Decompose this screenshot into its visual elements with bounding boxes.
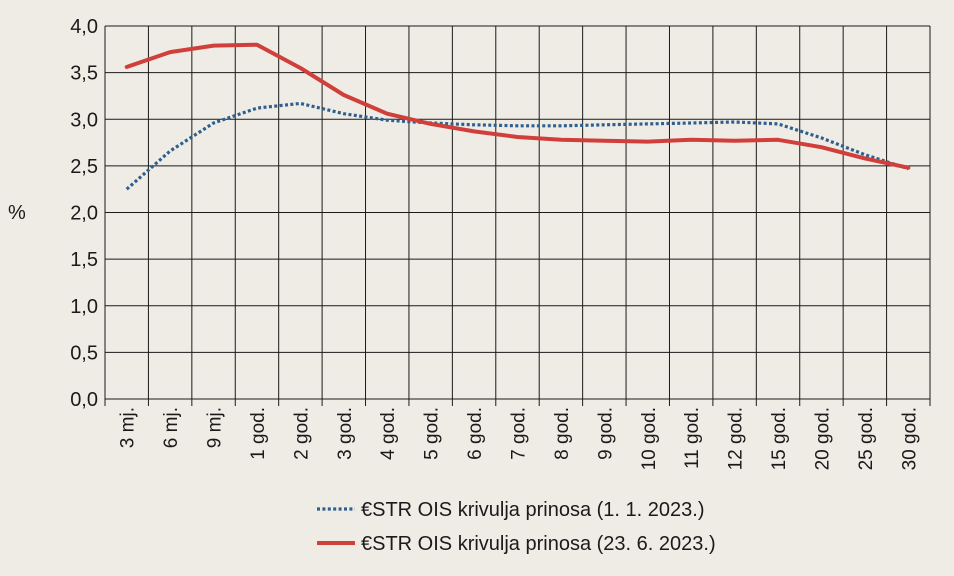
grid <box>104 25 931 406</box>
y-tick-label: 0,0 <box>70 389 98 411</box>
series-lines <box>124 42 911 191</box>
x-tick-label: 20 god. <box>812 407 833 470</box>
x-tick-label: 11 god. <box>682 407 703 469</box>
x-tick-label: 10 god. <box>639 407 660 470</box>
x-tick-label: 1 god. <box>248 407 269 460</box>
y-axis-ticks: 0,0 0,5 1,0 1,5 2,0 2,5 3,0 3,5 4,0 <box>70 16 98 411</box>
x-tick-label: 3 god. <box>335 407 356 460</box>
x-tick-label: 9 mj. <box>205 407 226 448</box>
y-tick-label: 2,5 <box>70 156 98 178</box>
y-tick-label: 2,0 <box>70 203 98 225</box>
x-tick-label: 2 god. <box>291 407 312 460</box>
y-tick-label: 1,0 <box>70 296 98 318</box>
x-tick-label: 4 god. <box>378 407 399 460</box>
x-tick-label: 12 god. <box>726 407 747 470</box>
y-axis-label: % <box>8 202 26 224</box>
x-tick-label: 15 god. <box>769 407 790 470</box>
y-tick-label: 0,5 <box>70 342 98 364</box>
x-tick-label: 5 god. <box>422 407 443 460</box>
legend-label: €STR OIS krivulja prinosa (1. 1. 2023.) <box>361 499 704 521</box>
legend: €STR OIS krivulja prinosa (1. 1. 2023.) €… <box>317 499 716 555</box>
y-tick-label: 1,5 <box>70 249 98 271</box>
y-tick-label: 3,0 <box>70 109 98 131</box>
x-tick-label: 25 god. <box>856 407 877 470</box>
x-tick-label: 9 god. <box>595 407 616 460</box>
x-tick-label: 3 mj. <box>118 407 139 448</box>
series-line-jun-2023 <box>124 42 911 170</box>
x-tick-label: 6 god. <box>465 407 486 460</box>
x-axis-ticks: 3 mj. 6 mj. 9 mj. 1 god. 2 god. 3 god. 4 god. 5… <box>118 407 921 470</box>
y-tick-label: 4,0 <box>70 16 98 38</box>
legend-label: €STR OIS krivulja prinosa (23. 6. 2023.) <box>361 533 716 555</box>
x-tick-label: 6 mj. <box>161 407 182 448</box>
x-tick-label: 30 god. <box>899 407 920 470</box>
x-tick-label: 8 god. <box>552 407 573 460</box>
x-tick-label: 7 god. <box>509 407 530 460</box>
series-line-jan-2023 <box>125 101 909 191</box>
y-tick-label: 3,5 <box>70 63 98 85</box>
